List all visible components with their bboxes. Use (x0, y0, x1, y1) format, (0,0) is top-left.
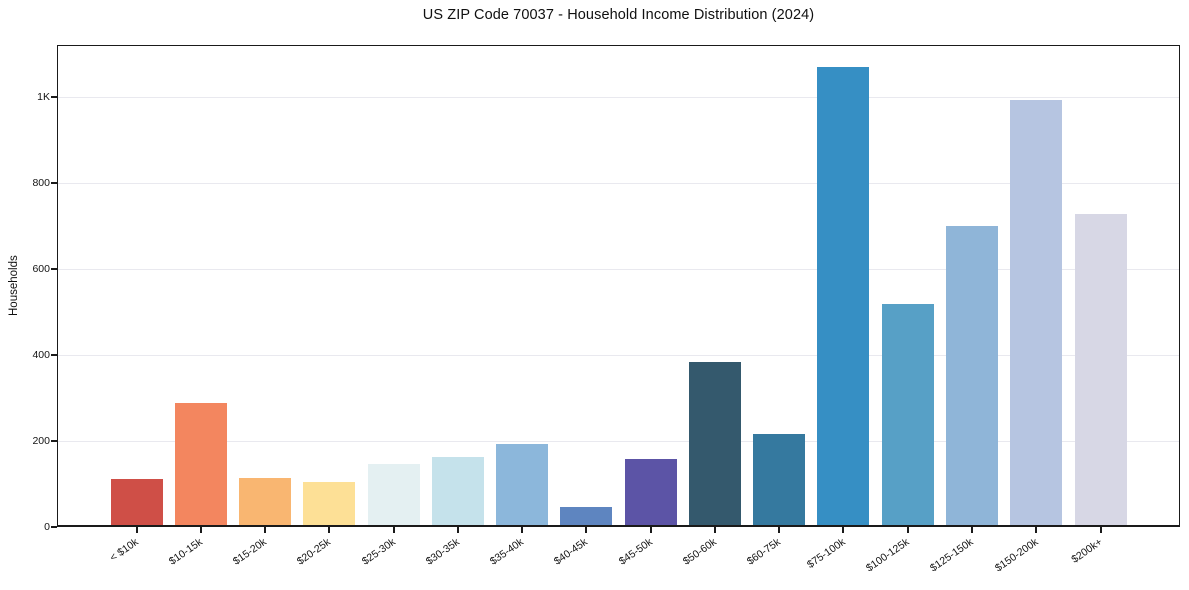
x-tick-mark (328, 527, 331, 533)
bar-45-50k[interactable] (624, 459, 677, 527)
x-tick-label: $20-25k (295, 536, 334, 568)
x-tick-label: $100-125k (864, 536, 912, 575)
x-tick-label: $125-150k (928, 536, 976, 575)
x-tick-label: $40-45k (552, 536, 591, 568)
bar-40-45k[interactable] (560, 506, 613, 527)
y-tick-label-1K: 1K (37, 90, 50, 103)
bar-125-150k[interactable] (945, 226, 998, 527)
bar-30-35k[interactable] (431, 456, 484, 527)
y-tick-label-800: 800 (32, 176, 50, 189)
y-axis-label: Households (8, 255, 20, 317)
bar-15-20k[interactable] (239, 477, 292, 527)
plot-area (57, 45, 1180, 527)
x-tick-mark (1035, 527, 1038, 533)
y-tick-mark (50, 268, 57, 271)
bar-50-60k[interactable] (688, 361, 741, 527)
x-tick-label: $15-20k (230, 536, 269, 568)
bar-150-200k[interactable] (1010, 99, 1063, 527)
x-tick-mark (649, 527, 652, 533)
x-tick-mark (1099, 527, 1102, 533)
x-tick-mark (585, 527, 588, 533)
x-tick-label: $45-50k (616, 536, 655, 568)
bar-100-125k[interactable] (881, 304, 934, 527)
x-tick-label: $75-100k (804, 536, 848, 571)
bar-10k[interactable] (110, 479, 163, 527)
x-tick-mark (392, 527, 395, 533)
x-tick-mark (970, 527, 973, 533)
bar-10-15k[interactable] (174, 402, 227, 527)
gridline-y-1000 (57, 96, 1180, 98)
y-tick-mark (50, 182, 57, 185)
x-tick-mark (521, 527, 524, 533)
x-tick-label: $200k+ (1069, 536, 1105, 566)
bar-20-25k[interactable] (303, 481, 356, 527)
x-tick-mark (713, 527, 716, 533)
x-tick-label: $35-40k (488, 536, 526, 568)
x-tick-label: $60-75k (745, 536, 784, 568)
x-tick-label: $150-200k (992, 536, 1041, 575)
y-tick-label-0: 0 (44, 520, 50, 533)
bar-75-100k[interactable] (817, 67, 870, 527)
x-tick-mark (778, 527, 781, 533)
x-tick-mark (199, 527, 202, 533)
x-tick-label: $25-30k (359, 536, 398, 568)
x-tick-label: < $10k (107, 536, 141, 565)
x-tick-label: $50-60k (680, 536, 719, 568)
bar-60-75k[interactable] (753, 434, 806, 527)
bar-35-40k[interactable] (496, 443, 549, 527)
y-tick-label-400: 400 (32, 348, 50, 361)
y-tick-mark (50, 526, 57, 528)
x-tick-mark (456, 527, 459, 533)
bar-25-30k[interactable] (367, 463, 420, 527)
y-tick-mark (50, 96, 57, 99)
x-tick-mark (906, 527, 909, 533)
y-tick-label-200: 200 (32, 434, 50, 447)
y-tick-mark (50, 440, 57, 443)
x-tick-mark (842, 527, 845, 533)
x-tick-label: $10-15k (166, 536, 205, 568)
x-tick-mark (264, 527, 267, 533)
chart-title: US ZIP Code 70037 - Household Income Dis… (422, 7, 815, 23)
x-tick-label: $30-35k (423, 536, 462, 568)
y-tick-mark (50, 354, 57, 357)
y-tick-label-600: 600 (32, 262, 50, 275)
x-tick-mark (135, 527, 138, 533)
bar-200k[interactable] (1074, 213, 1127, 527)
